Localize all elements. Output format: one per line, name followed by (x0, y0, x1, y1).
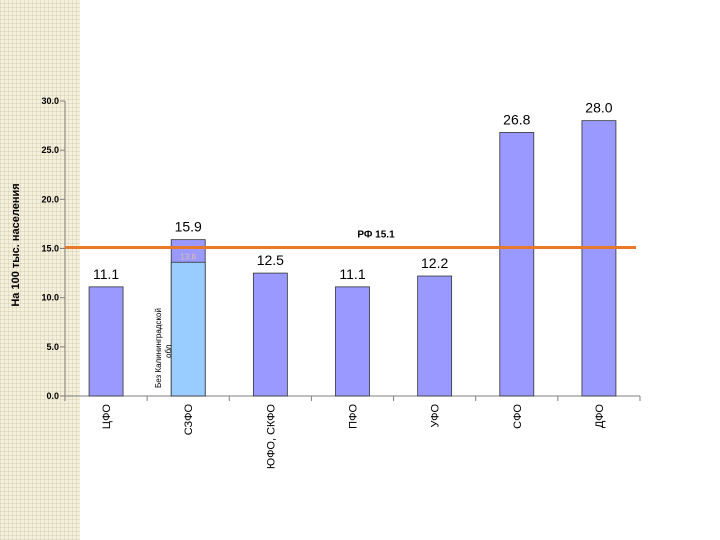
data-label: 12.5 (257, 252, 284, 268)
bar-6 (499, 132, 535, 397)
x-tick-label: ПФО (348, 404, 360, 429)
x-tick-label: ДФО (594, 404, 606, 429)
decorative-side-strip (0, 0, 80, 540)
reference-line-label: РФ 15.1 (357, 230, 395, 241)
bars (88, 120, 617, 397)
bar-7 (581, 120, 617, 397)
data-label: 11.1 (339, 266, 365, 282)
data-label: 26.8 (503, 111, 530, 127)
sub-bar-label: Без Калининградской обл (154, 308, 173, 388)
data-label: 11.1 (93, 266, 119, 282)
sub-bar-label-line: обл (164, 344, 173, 358)
x-tick-label: ЦФО (101, 404, 113, 430)
y-tick-label: 15.0 (41, 244, 59, 254)
data-label: 28.0 (585, 100, 612, 116)
data-label: 15.9 (175, 219, 202, 235)
y-tick-label: 5.0 (46, 342, 59, 352)
y-tick-label: 10.0 (41, 293, 59, 303)
y-axis-label: На 100 тыс. населения (10, 183, 22, 306)
sub-bar (170, 261, 206, 397)
y-tick-label: 20.0 (41, 194, 59, 204)
bar-5 (417, 275, 453, 397)
data-label: 12.2 (421, 255, 448, 271)
y-tick-label: 30.0 (41, 96, 59, 106)
y-tick-label: 0.0 (46, 391, 59, 401)
y-axis: 0.0 5.0 10.0 15.0 20.0 25.0 30.0 (41, 96, 66, 401)
reference-line-group: РФ 15.1 (65, 230, 636, 250)
bar-1 (88, 286, 124, 397)
x-axis: ЦФО СЗФО ЮФО, СКФО ПФО УФО СФО ДФО (64, 395, 641, 469)
y-tick-label: 25.0 (41, 145, 59, 155)
sub-bar-label-line: Без Калининградской (154, 308, 163, 388)
data-labels: 11.1 15.9 13.6 Без Калининградской обл 12.5 11… (93, 100, 613, 388)
bar-3 (252, 272, 288, 397)
x-tick-label: СЗФО (183, 404, 195, 436)
x-tick-label: СФО (512, 404, 524, 429)
bar-4 (335, 286, 370, 397)
x-tick-label: ЮФО, СКФО (265, 404, 277, 469)
x-tick-label: УФО (430, 404, 442, 428)
sub-bar-top-label: 13.6 (180, 252, 196, 261)
